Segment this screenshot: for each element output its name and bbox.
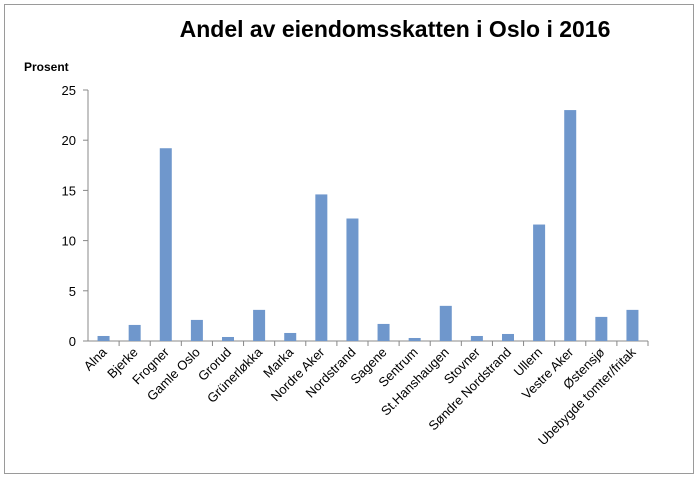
- bar-4: [222, 336, 234, 341]
- bar-11: [439, 305, 452, 341]
- bar-10: [408, 337, 421, 341]
- bar-9: [377, 323, 390, 341]
- bar-16: [595, 316, 608, 341]
- bar-6: [284, 332, 297, 341]
- bar-1: [128, 324, 141, 341]
- y-tick-label: 25: [62, 83, 76, 98]
- bar-15: [564, 110, 577, 341]
- bar-17: [626, 309, 639, 341]
- y-tick-label: 15: [62, 183, 76, 198]
- y-tick-label: 10: [62, 234, 76, 249]
- bar-5: [253, 309, 266, 341]
- bar-2: [159, 148, 172, 341]
- bar-3: [190, 319, 203, 341]
- bar-12: [470, 335, 483, 341]
- chart-title: Andel av eiendomsskatten i Oslo i 2016: [179, 16, 611, 42]
- y-tick-label: 20: [62, 133, 76, 148]
- bar-7: [315, 194, 328, 341]
- y-tick-label: 5: [69, 284, 76, 299]
- bar-14: [533, 224, 546, 341]
- bar-0: [97, 335, 110, 341]
- y-tick-label: 0: [69, 334, 76, 349]
- bar-13: [502, 333, 514, 341]
- y-axis-label: Prosent: [24, 60, 69, 74]
- bar-8: [346, 218, 359, 341]
